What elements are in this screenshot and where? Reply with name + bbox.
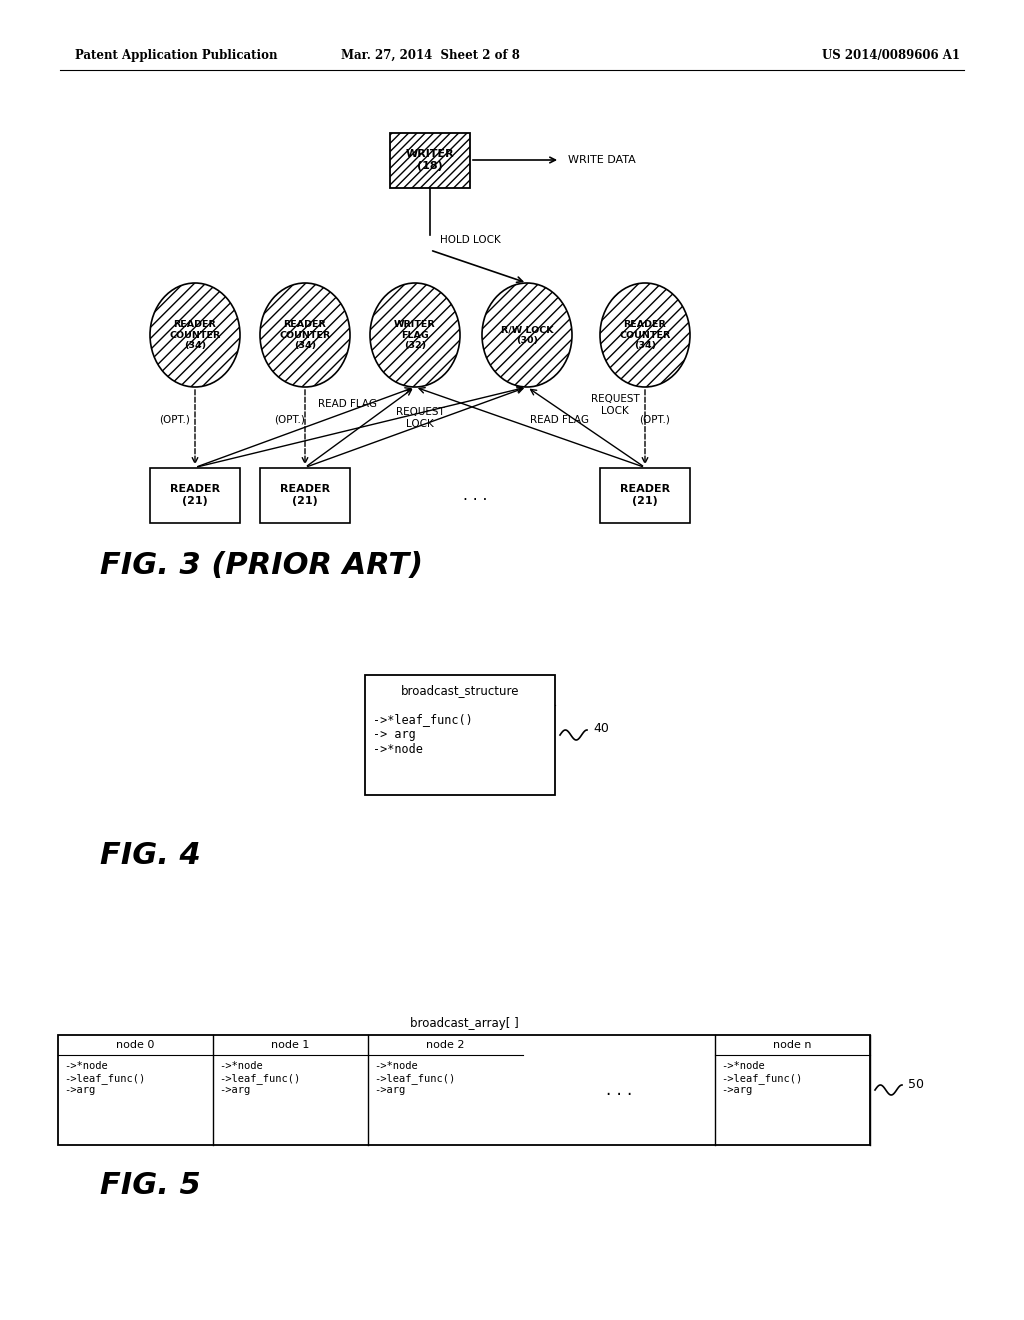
Text: ->*leaf_func()
-> arg
->*node: ->*leaf_func() -> arg ->*node [373,713,473,756]
Text: READER
(21): READER (21) [280,484,330,506]
Ellipse shape [150,282,240,387]
Bar [365,675,555,795]
Text: ->*node
->leaf_func()
->arg: ->*node ->leaf_func() ->arg [219,1061,300,1096]
Bar [58,1035,870,1144]
Text: READ FLAG: READ FLAG [530,414,590,425]
Text: READER
(21): READER (21) [170,484,220,506]
Text: ->*node
->leaf_func()
->arg: ->*node ->leaf_func() ->arg [63,1061,145,1096]
Text: 50: 50 [908,1078,924,1092]
Text: READER
COUNTER
(34): READER COUNTER (34) [169,321,220,350]
Text: REQUEST
LOCK: REQUEST LOCK [591,395,639,416]
Text: READER
COUNTER
(34): READER COUNTER (34) [280,321,331,350]
Ellipse shape [600,282,690,387]
Text: (OPT.): (OPT.) [640,414,671,425]
Text: Mar. 27, 2014  Sheet 2 of 8: Mar. 27, 2014 Sheet 2 of 8 [341,49,519,62]
Text: WRITER
(18): WRITER (18) [406,149,455,170]
Text: ->*node
->leaf_func()
->arg: ->*node ->leaf_func() ->arg [374,1061,456,1096]
Ellipse shape [260,282,350,387]
Text: ->*node
->leaf_func()
->arg: ->*node ->leaf_func() ->arg [721,1061,802,1096]
Text: node 0: node 0 [117,1040,155,1049]
Bar [390,132,470,187]
Text: READER
(21): READER (21) [620,484,670,506]
Text: WRITE DATA: WRITE DATA [568,154,636,165]
Text: node n: node n [773,1040,812,1049]
Text: . . .: . . . [606,1081,632,1100]
Bar [600,467,690,523]
Text: READ FLAG: READ FLAG [318,399,378,409]
Text: FIG. 5: FIG. 5 [100,1171,201,1200]
Text: Patent Application Publication: Patent Application Publication [75,49,278,62]
Text: (OPT.): (OPT.) [160,414,190,425]
Text: WRITER
FLAG
(32): WRITER FLAG (32) [394,321,436,350]
Text: (OPT.): (OPT.) [274,414,305,425]
Text: node 1: node 1 [271,1040,309,1049]
Text: node 2: node 2 [426,1040,465,1049]
Bar [260,467,350,523]
Ellipse shape [482,282,572,387]
Text: broadcast_array[ ]: broadcast_array[ ] [410,1016,518,1030]
Text: FIG. 4: FIG. 4 [100,841,201,870]
Text: . . .: . . . [463,487,487,503]
Text: US 2014/0089606 A1: US 2014/0089606 A1 [822,49,961,62]
Text: HOLD LOCK: HOLD LOCK [440,235,501,246]
Text: 40: 40 [593,722,609,735]
Text: REQUEST
LOCK: REQUEST LOCK [395,407,444,429]
Text: READER
COUNTER
(34): READER COUNTER (34) [620,321,671,350]
Text: broadcast_structure: broadcast_structure [400,685,519,697]
Text: FIG. 3 (PRIOR ART): FIG. 3 (PRIOR ART) [100,550,423,579]
Text: R/W LOCK
(30): R/W LOCK (30) [501,325,553,345]
Ellipse shape [370,282,460,387]
Bar [150,467,240,523]
